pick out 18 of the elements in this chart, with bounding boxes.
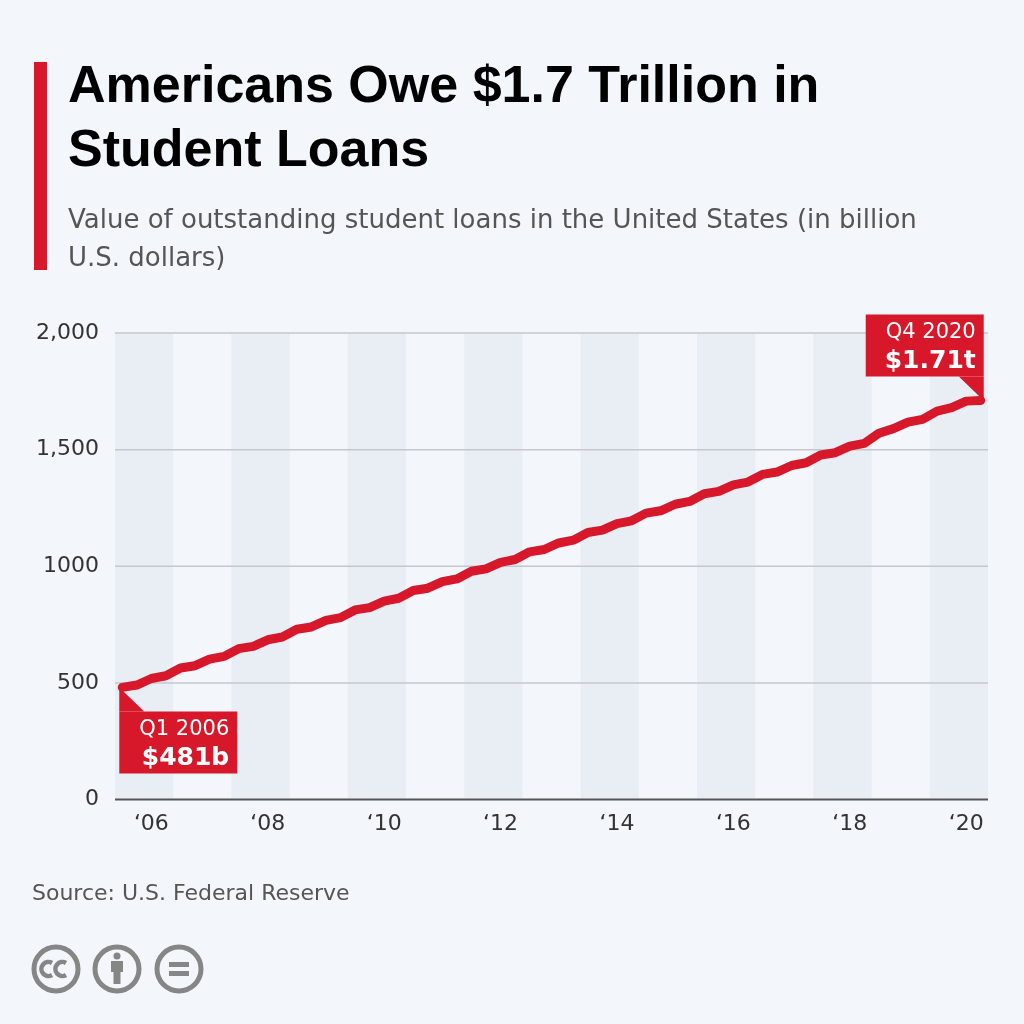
- annotation: Q1 2006 $481b: [139, 716, 230, 772]
- x-tick-label: ‘20: [948, 809, 984, 835]
- chart-title: Americans Owe $1.7 Trillion in Student Loans: [68, 54, 821, 179]
- y-tick-label: 0: [85, 785, 99, 811]
- x-tick-label: ‘12: [483, 809, 519, 835]
- y-tick-label: 2,000: [36, 318, 99, 344]
- y-tick-label: 1,500: [36, 435, 99, 461]
- chart-subtitle: Value of outstanding student loans in the United States (in billion U.S. dollars): [68, 203, 918, 274]
- y-tick-label: 500: [57, 668, 99, 694]
- x-tick-label: ‘10: [366, 809, 402, 835]
- source-note: Source: U.S. Federal Reserve: [32, 880, 350, 905]
- y-tick-label: 1000: [43, 552, 99, 578]
- x-tick-label: ‘18: [832, 809, 868, 835]
- annotation: Q4 2020 $1.71t: [884, 319, 976, 375]
- x-tick-label: ‘16: [715, 809, 751, 835]
- x-tick-label: ‘06: [133, 809, 169, 835]
- x-tick-label: ‘14: [599, 809, 635, 835]
- x-tick-label: ‘08: [250, 809, 286, 835]
